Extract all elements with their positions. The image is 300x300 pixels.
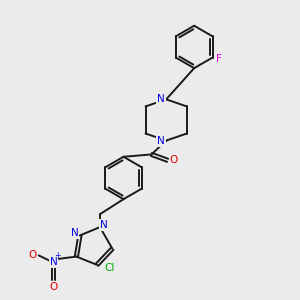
Text: Cl: Cl bbox=[104, 263, 115, 273]
Text: N: N bbox=[157, 94, 165, 104]
Text: N: N bbox=[50, 257, 57, 267]
Text: N: N bbox=[100, 220, 108, 230]
Text: O: O bbox=[28, 250, 36, 260]
Text: N: N bbox=[71, 228, 79, 238]
Text: N: N bbox=[157, 136, 165, 146]
Text: +: + bbox=[55, 251, 61, 260]
Text: O: O bbox=[169, 155, 178, 165]
Text: F: F bbox=[216, 54, 222, 64]
Text: O: O bbox=[49, 282, 58, 292]
